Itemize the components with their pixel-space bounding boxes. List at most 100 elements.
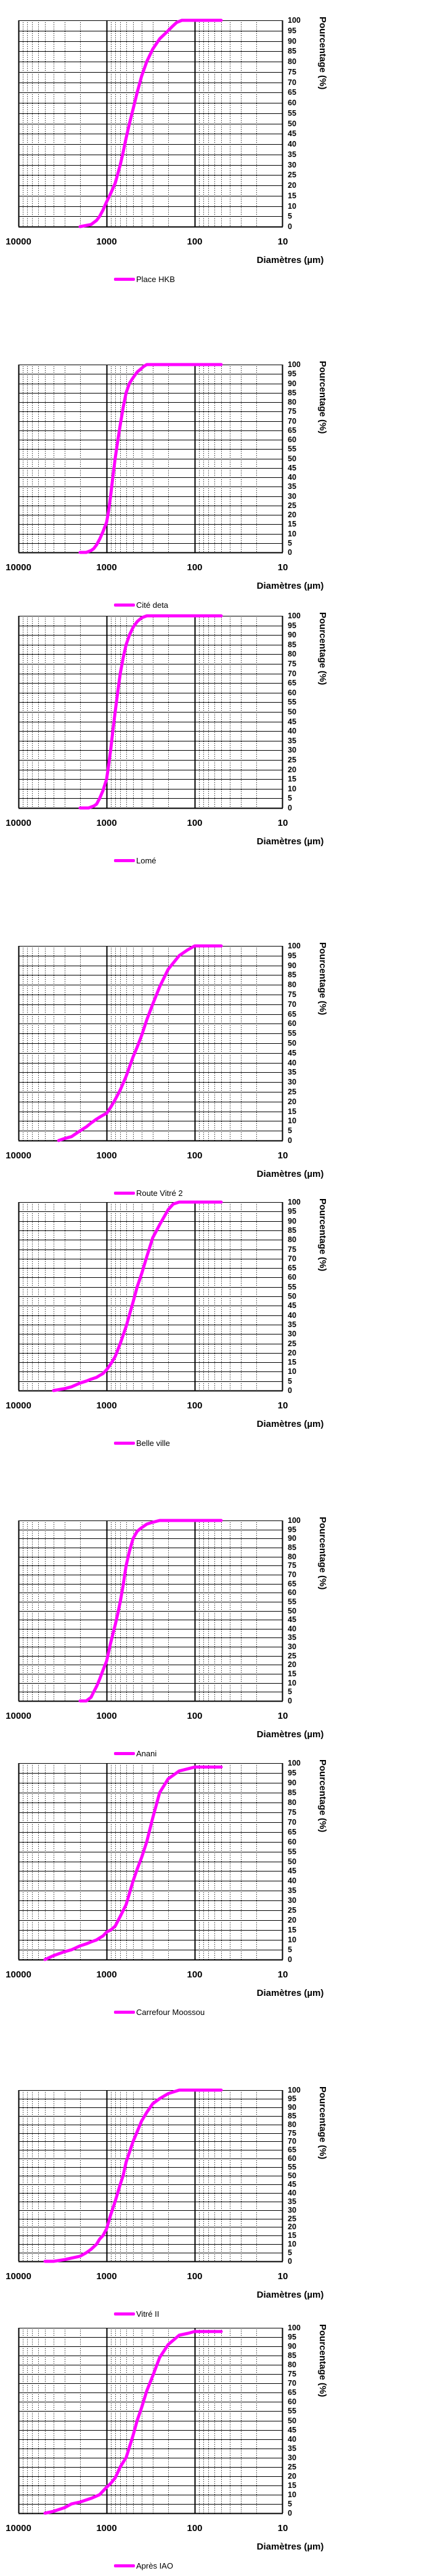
y-tick-label: 90	[288, 631, 296, 640]
y-tick-label: 35	[288, 2197, 296, 2206]
y-tick-label: 65	[288, 1009, 296, 1019]
y-tick-label: 55	[288, 2163, 296, 2172]
y-tick-label: 50	[288, 2171, 296, 2180]
y-tick-label: 0	[288, 2257, 292, 2266]
y-tick-label: 5	[288, 1687, 292, 1697]
y-tick-label: 85	[288, 47, 296, 56]
y-tick-label: 5	[288, 1126, 292, 1136]
y-tick-label: 60	[288, 688, 296, 697]
y-tick-label: 100	[288, 2086, 301, 2094]
y-tick-label: 25	[288, 171, 296, 180]
y-tick-label: 25	[288, 1906, 296, 1915]
y-tick-label: 40	[288, 473, 296, 482]
legend: Anani	[114, 1749, 157, 1758]
y-tick-label: 40	[288, 1624, 296, 1633]
y-tick-label: 70	[288, 1570, 296, 1579]
x-tick-label: 100	[187, 1969, 203, 1980]
y-tick-label: 80	[288, 1235, 296, 1245]
y-tick-label: 50	[288, 2416, 296, 2425]
x-axis-title: Diamètres (µm)	[256, 836, 324, 847]
y-axis-title: Pourcentage (%)	[317, 942, 328, 1015]
y-tick-label: 40	[288, 1876, 296, 1886]
y-tick-label: 5	[288, 794, 292, 803]
y-tick-label: 90	[288, 36, 296, 46]
y-tick-label: 60	[288, 2397, 296, 2407]
y-tick-label: 45	[288, 717, 296, 726]
legend: Cité deta	[114, 600, 168, 610]
x-axis-title: Diamètres (µm)	[256, 1169, 324, 1179]
y-tick-label: 100	[288, 612, 301, 620]
distribution-curve	[78, 18, 223, 228]
grain-size-plot	[18, 944, 283, 1142]
y-tick-label: 45	[288, 2179, 296, 2189]
y-tick-label: 45	[288, 129, 296, 139]
y-tick-label: 75	[288, 1245, 296, 1254]
legend-swatch	[114, 1442, 135, 1445]
y-tick-label: 10	[288, 201, 296, 211]
legend-label: Place HKB	[136, 275, 175, 284]
x-axis-title: Diamètres (µm)	[256, 255, 324, 265]
x-tick-label: 10000	[6, 1711, 31, 1721]
y-tick-label: 65	[288, 679, 296, 688]
y-tick-label: 5	[288, 538, 292, 547]
y-tick-label: 5	[288, 1945, 292, 1955]
y-tick-label: 60	[288, 1273, 296, 1282]
y-tick-label: 10	[288, 1678, 296, 1687]
y-tick-label: 30	[288, 1642, 296, 1652]
y-tick-label: 75	[288, 660, 296, 668]
y-tick-label: 70	[288, 1817, 296, 1827]
y-tick-label: 80	[288, 2360, 296, 2370]
x-tick-label: 100	[187, 1150, 203, 1161]
y-tick-label: 70	[288, 2379, 296, 2388]
x-axis-title: Diamètres (µm)	[256, 1419, 324, 1429]
y-tick-label: 35	[288, 1633, 296, 1642]
y-tick-label: 65	[288, 1579, 296, 1588]
x-axis-title: Diamètres (µm)	[256, 1988, 324, 1998]
y-tick-label: 25	[288, 1339, 296, 1348]
y-tick-label: 55	[288, 1029, 296, 1038]
y-tick-label: 90	[288, 1778, 296, 1787]
x-tick-label: 1000	[96, 1969, 117, 1980]
y-tick-label: 20	[288, 2223, 296, 2232]
y-tick-label: 15	[288, 1926, 296, 1935]
y-tick-label: 15	[288, 520, 296, 529]
x-tick-label: 100	[187, 818, 203, 828]
y-tick-label: 0	[288, 1136, 292, 1145]
y-tick-label: 65	[288, 1264, 296, 1273]
x-axis-title: Diamètres (µm)	[256, 1729, 324, 1740]
grain-size-plot	[18, 614, 283, 810]
y-tick-label: 90	[288, 2342, 296, 2351]
x-tick-label: 10000	[6, 818, 31, 828]
y-tick-label: 35	[288, 150, 296, 159]
x-tick-label: 10000	[6, 562, 31, 573]
y-tick-label: 100	[288, 1516, 301, 1525]
y-tick-label: 0	[288, 2509, 292, 2517]
y-tick-label: 20	[288, 2471, 296, 2481]
y-tick-label: 85	[288, 2111, 296, 2120]
legend-swatch	[114, 1752, 135, 1755]
y-tick-label: 95	[288, 621, 296, 630]
y-tick-label: 0	[288, 1697, 292, 1705]
y-tick-label: 75	[288, 2128, 296, 2138]
y-tick-label: 90	[288, 379, 296, 388]
grain-size-plot	[18, 1762, 283, 1961]
y-tick-label: 45	[288, 1615, 296, 1625]
y-tick-label: 65	[288, 88, 296, 97]
y-tick-label: 25	[288, 2214, 296, 2223]
y-tick-label: 60	[288, 435, 296, 444]
grain-size-plot	[18, 363, 283, 554]
x-tick-label: 100	[187, 1711, 203, 1721]
y-tick-label: 10	[288, 784, 296, 793]
x-tick-label: 1000	[96, 1400, 117, 1411]
x-tick-label: 100	[187, 562, 203, 573]
distribution-curve	[43, 2088, 223, 2263]
legend-label: Route Vitré 2	[136, 1189, 183, 1198]
y-tick-label: 100	[288, 2324, 301, 2332]
y-axis-title: Pourcentage (%)	[317, 2324, 328, 2397]
distribution-curve	[78, 363, 223, 554]
y-tick-label: 15	[288, 1670, 296, 1679]
y-axis-title: Pourcentage (%)	[317, 612, 328, 685]
y-tick-label: 10	[288, 1116, 296, 1126]
y-tick-label: 5	[288, 1376, 292, 1386]
y-tick-label: 50	[288, 708, 296, 716]
